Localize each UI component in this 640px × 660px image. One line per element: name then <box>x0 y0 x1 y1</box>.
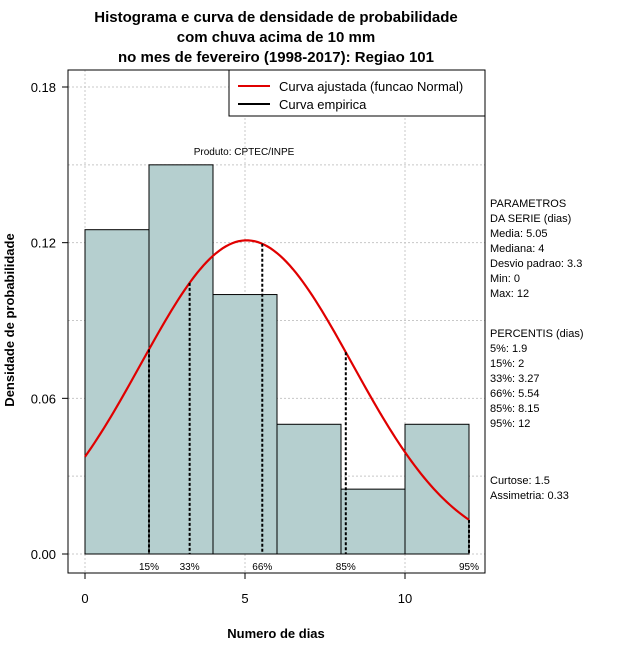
legend-box <box>228 69 486 117</box>
x-tick-label: 5 <box>241 591 248 606</box>
legend: Curva ajustada (funcao Normal) Curva empi… <box>228 69 486 117</box>
percentile-label: 66% <box>252 562 272 573</box>
parametros-line: PARAMETROS <box>490 198 566 210</box>
y-tick-label: 0.06 <box>31 391 56 406</box>
percentile-label: 95% <box>459 562 479 573</box>
parametros-line: Desvio padrao: 3.3 <box>490 258 582 270</box>
histogram-bar <box>404 423 470 555</box>
histogram-bar <box>148 164 214 555</box>
percentile-label: 33% <box>180 562 200 573</box>
title-line: com chuva acima de 10 mm <box>177 29 375 46</box>
percentis-line: 66%: 5.54 <box>490 388 540 400</box>
percentis-line: 95%: 12 <box>490 418 530 430</box>
axes: 0 5 10 0.00 0.06 0.12 0.18 <box>31 80 413 606</box>
y-tick-label: 0.18 <box>31 80 56 95</box>
shape-stat-line: Curtose: 1.5 <box>490 475 550 487</box>
histogram-bar <box>212 294 278 555</box>
percentis-line: 85%: 8.15 <box>490 403 540 415</box>
percentis-line: 5%: 1.9 <box>490 343 527 355</box>
parametros-line: Media: 5.05 <box>490 228 547 240</box>
percentis-line: 15%: 2 <box>490 358 524 370</box>
x-tick-label: 0 <box>81 591 88 606</box>
percentile-label: 85% <box>336 562 356 573</box>
percentile-lines: 15% 33% 66% 85% 95% <box>139 243 479 573</box>
parametros-line: Max: 12 <box>490 288 529 300</box>
chart-title: Histograma e curva de densidade de proba… <box>94 9 457 66</box>
title-line: no mes de fevereiro (1998-2017): Regiao … <box>118 49 434 66</box>
x-axis-title: Numero de dias <box>227 626 325 641</box>
parametros-line: Min: 0 <box>490 273 520 285</box>
parametros-line: Mediana: 4 <box>490 243 544 255</box>
parametros-line: DA SERIE (dias) <box>490 213 571 225</box>
histogram-bar <box>340 488 406 555</box>
y-tick-label: 0.00 <box>31 547 56 562</box>
percentile-label: 15% <box>139 562 159 573</box>
histogram-bars <box>84 164 470 555</box>
product-annotation: Produto: CPTEC/INPE <box>194 147 295 158</box>
y-axis-title: Densidade de probabilidade <box>2 233 17 406</box>
x-tick-label: 10 <box>398 591 412 606</box>
percentis-line: PERCENTIS (dias) <box>490 328 584 340</box>
shape-stat-line: Assimetria: 0.33 <box>490 490 569 502</box>
title-line: Histograma e curva de densidade de proba… <box>94 9 457 26</box>
percentis-line: 33%: 3.27 <box>490 373 540 385</box>
legend-label: Curva ajustada (funcao Normal) <box>279 79 463 94</box>
y-tick-label: 0.12 <box>31 236 56 251</box>
statistics-panel: PARAMETROS DA SERIE (dias) Media: 5.05 Me… <box>490 198 584 502</box>
histogram-bar <box>276 423 342 555</box>
legend-label: Curva empirica <box>279 97 367 112</box>
histogram-bar <box>84 229 150 555</box>
